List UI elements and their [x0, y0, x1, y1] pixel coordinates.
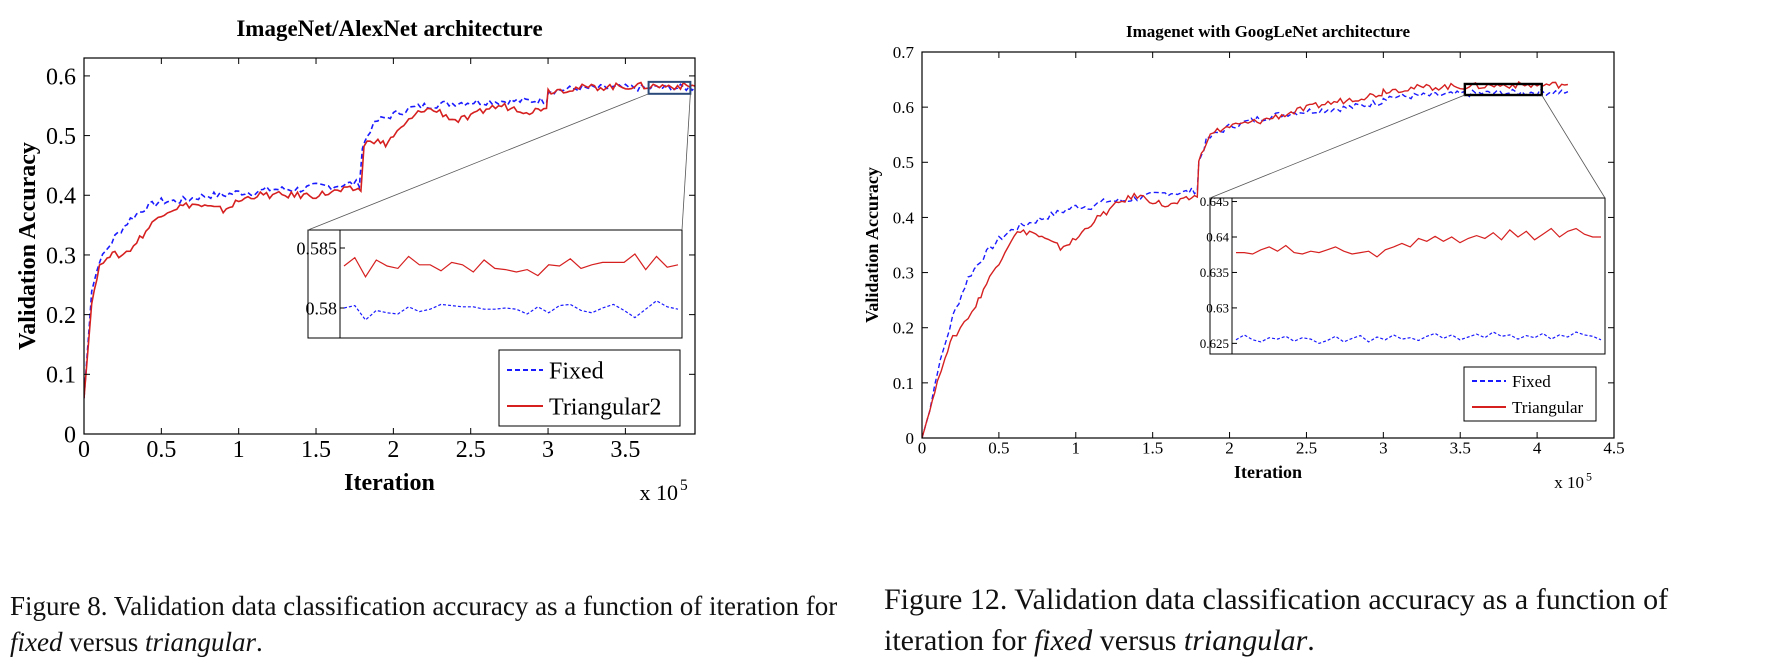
zoom-connector-line [1209, 94, 1465, 199]
y-tick-label: 0.2 [46, 303, 76, 329]
x-axis-label: Iteration [1234, 462, 1302, 482]
zoom-connector-line [1541, 94, 1606, 199]
chart-title: ImageNet/AlexNet architecture [236, 16, 542, 41]
x-tick-label: 2.5 [456, 437, 486, 463]
inset-y-tick-label: 0.63 [1206, 300, 1229, 315]
legend-label-fixed: Fixed [1512, 372, 1551, 391]
zoom-connector-line [681, 93, 691, 231]
figure-12-caption-prefix: Figure 12. Validation data classificatio… [884, 583, 1669, 657]
inset-series-line-triangular2 [343, 253, 679, 278]
figure-12-caption-term-fixed: fixed [1033, 623, 1093, 657]
y-tick-label: 0.1 [893, 374, 914, 393]
figure-12-caption: Figure 12. Validation data classificatio… [884, 580, 1764, 661]
figure-12-caption-suffix: . [1307, 623, 1315, 657]
inset-frame [307, 229, 683, 339]
x-tick-label: 3 [542, 437, 554, 463]
zoom-region-box [647, 80, 692, 95]
inset-series-line-triangular [1236, 227, 1601, 258]
series-group [922, 80, 1569, 438]
x-tick-label: 1 [233, 437, 245, 463]
x-tick-label: 3 [1379, 439, 1388, 458]
y-tick-label: 0.7 [893, 43, 915, 62]
series-line-triangular [922, 80, 1569, 438]
plot-frame [921, 51, 1615, 439]
x-tick-label: 4.5 [1603, 439, 1624, 458]
x-tick-label: 2 [1225, 439, 1234, 458]
legend-label-triangular2: Triangular2 [549, 394, 661, 420]
y-tick-label: 0.2 [893, 319, 914, 338]
figure-12-caption-term-triangular: triangular [1183, 623, 1308, 657]
figure-8-caption: Figure 8. Validation data classification… [10, 588, 870, 661]
y-tick-label: 0.1 [46, 363, 76, 389]
y-tick-label: 0 [906, 429, 915, 448]
inset-y-tick-label: 0.625 [1200, 336, 1229, 351]
figure-8-caption-prefix: Figure 8. Validation data classification… [10, 591, 838, 621]
legend-box [498, 349, 681, 427]
inset-y-tick-label: 0.64 [1206, 230, 1229, 245]
plot-frame [83, 57, 696, 435]
figure-8-caption-term-triangular: triangular [144, 627, 257, 658]
x-tick-label: 0 [78, 437, 90, 463]
x-tick-label: 1.5 [301, 437, 331, 463]
figure-8-caption-term-fixed: fixed [10, 627, 63, 658]
chart-title: Imagenet with GoogLeNet architecture [1126, 22, 1411, 41]
alexnet-accuracy-chart: ImageNet/AlexNet architecture 0 0.5 1 1.5 2 2.… [15, 16, 696, 505]
figure-8-panel: ImageNet/AlexNet architecture 0 0.5 1 1.5 2 2.… [0, 0, 880, 664]
y-tick-label: 0.5 [893, 153, 914, 172]
x-tick-label: 3.5 [1450, 439, 1471, 458]
x-multiplier-label: x 10 [640, 480, 679, 505]
y-tick-label: 0.6 [893, 98, 914, 117]
y-tick-label: 0.4 [893, 208, 915, 227]
zoom-region-box [1463, 82, 1543, 97]
x-multiplier-exponent: 5 [1586, 469, 1592, 483]
figure-12-panel: Imagenet with GoogLeNet architecture 0 0.5… [862, 0, 1766, 664]
googlenet-accuracy-chart: Imagenet with GoogLeNet architecture 0 0.5… [862, 22, 1625, 492]
x-tick-label: 2 [387, 437, 399, 463]
y-tick-label: 0.4 [46, 184, 76, 210]
series-line-fixed [922, 88, 1569, 438]
legend-label-triangular: Triangular [1512, 398, 1583, 417]
y-axis-label: Validation Accuracy [862, 167, 882, 323]
inset-series-line-fixed [343, 300, 679, 321]
inset-series-line-fixed [1235, 331, 1602, 345]
series-group [84, 81, 695, 399]
x-multiplier-label: x 10 [1554, 473, 1584, 492]
y-axis-label: Validation Accuracy [15, 142, 41, 350]
legend-box [1463, 366, 1597, 422]
y-tick-label: 0.6 [46, 64, 76, 90]
figure-8-caption-middle: versus [62, 627, 145, 658]
legend-label-fixed: Fixed [549, 358, 604, 384]
x-tick-label: 1 [1072, 439, 1081, 458]
x-tick-label: 0.5 [146, 437, 176, 463]
x-tick-label: 4 [1533, 439, 1542, 458]
inset-y-tick-label: 0.645 [1200, 194, 1229, 209]
figure-12-caption-middle: versus [1092, 623, 1184, 657]
series-line-triangular2 [84, 81, 695, 399]
x-tick-label: 2.5 [1296, 439, 1317, 458]
inset-y-tick-label: 0.58 [306, 298, 338, 318]
x-tick-label: 1.5 [1142, 439, 1163, 458]
y-tick-label: 0.3 [46, 243, 76, 269]
y-tick-label: 0.5 [46, 124, 76, 150]
series-line-fixed [84, 83, 695, 399]
inset-frame [1209, 197, 1606, 355]
y-tick-label: 0 [64, 422, 76, 448]
inset-y-tick-label: 0.635 [1200, 265, 1229, 280]
y-tick-label: 0.3 [893, 264, 914, 283]
x-axis-label: Iteration [344, 470, 435, 496]
figure-8-caption-suffix: . [256, 627, 263, 658]
x-tick-label: 3.5 [610, 437, 640, 463]
x-tick-label: 0.5 [988, 439, 1009, 458]
zoom-connector-line [307, 93, 649, 231]
x-multiplier-exponent: 5 [680, 477, 688, 494]
x-tick-label: 0 [918, 439, 927, 458]
inset-y-tick-label: 0.585 [297, 238, 338, 258]
